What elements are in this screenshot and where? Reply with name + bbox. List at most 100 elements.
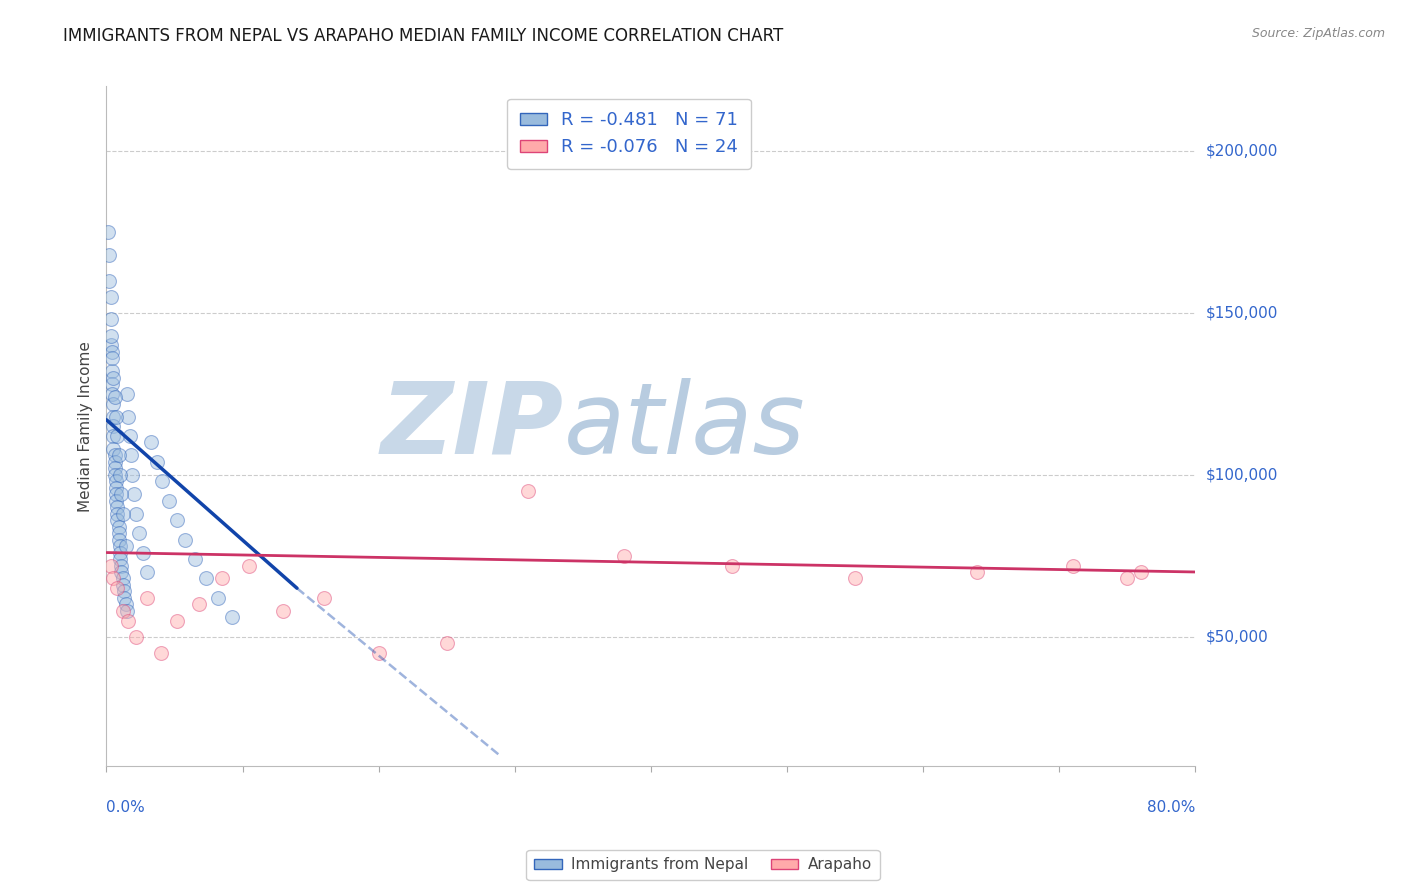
Point: [104, 487, 127, 501]
Point: [105, 513, 128, 527]
Point: [273, 604, 295, 618]
Legend: R = -0.481   N = 71, R = -0.076   N = 24: R = -0.481 N = 71, R = -0.076 N = 24: [508, 99, 751, 169]
Point: [238, 558, 260, 573]
Point: [149, 646, 172, 660]
Point: [110, 558, 132, 573]
Point: [121, 467, 143, 482]
Point: [98, 248, 121, 262]
Point: [1062, 558, 1084, 573]
Point: [125, 507, 148, 521]
Point: [105, 500, 128, 515]
Point: [103, 419, 125, 434]
Point: [1116, 571, 1139, 585]
Point: [107, 526, 129, 541]
Point: [97, 225, 120, 239]
Text: 80.0%: 80.0%: [1147, 799, 1195, 814]
Point: [107, 533, 129, 547]
Point: [110, 487, 132, 501]
Point: [115, 604, 138, 618]
Point: [108, 552, 131, 566]
Point: [101, 387, 124, 401]
Point: [104, 409, 127, 424]
Text: 0.0%: 0.0%: [107, 799, 145, 814]
Point: [136, 591, 159, 605]
Point: [188, 598, 211, 612]
Point: [101, 351, 124, 366]
Text: Source: ZipAtlas.com: Source: ZipAtlas.com: [1251, 27, 1385, 40]
Point: [157, 493, 180, 508]
Point: [221, 610, 243, 624]
Point: [104, 461, 127, 475]
Point: [207, 591, 229, 605]
Text: $150,000: $150,000: [1206, 305, 1278, 320]
Point: [844, 571, 866, 585]
Point: [104, 475, 127, 489]
Point: [174, 533, 197, 547]
Point: [136, 565, 159, 579]
Point: [367, 646, 389, 660]
Point: [100, 312, 122, 326]
Text: IMMIGRANTS FROM NEPAL VS ARAPAHO MEDIAN FAMILY INCOME CORRELATION CHART: IMMIGRANTS FROM NEPAL VS ARAPAHO MEDIAN …: [63, 27, 783, 45]
Point: [110, 565, 132, 579]
Point: [98, 274, 121, 288]
Point: [104, 481, 127, 495]
Point: [100, 558, 122, 573]
Text: ZIP: ZIP: [381, 378, 564, 475]
Point: [111, 578, 134, 592]
Point: [108, 545, 131, 559]
Text: $200,000: $200,000: [1206, 144, 1278, 159]
Point: [184, 552, 207, 566]
Point: [108, 467, 131, 482]
Text: $100,000: $100,000: [1206, 467, 1278, 483]
Point: [105, 429, 128, 443]
Point: [100, 328, 122, 343]
Point: [101, 377, 124, 392]
Point: [107, 449, 129, 463]
Legend: Immigrants from Nepal, Arapaho: Immigrants from Nepal, Arapaho: [526, 849, 880, 880]
Text: atlas: atlas: [564, 378, 806, 475]
Point: [103, 429, 125, 443]
Point: [166, 513, 188, 527]
Point: [194, 571, 217, 585]
Point: [132, 545, 155, 559]
Point: [141, 435, 163, 450]
Point: [103, 571, 125, 585]
Point: [107, 519, 129, 533]
Point: [122, 487, 145, 501]
Point: [111, 571, 134, 585]
Point: [211, 571, 233, 585]
Point: [125, 630, 148, 644]
Point: [517, 483, 540, 498]
Point: [114, 539, 136, 553]
Point: [100, 338, 122, 352]
Point: [612, 549, 634, 563]
Point: [104, 449, 127, 463]
Point: [105, 581, 128, 595]
Point: [112, 584, 135, 599]
Point: [117, 614, 139, 628]
Point: [103, 409, 125, 424]
Point: [101, 364, 124, 378]
Point: [104, 455, 127, 469]
Point: [105, 507, 128, 521]
Point: [115, 387, 138, 401]
Y-axis label: Median Family Income: Median Family Income: [79, 341, 93, 512]
Point: [120, 449, 142, 463]
Point: [103, 370, 125, 384]
Point: [118, 429, 141, 443]
Point: [314, 591, 336, 605]
Point: [146, 455, 169, 469]
Point: [101, 344, 124, 359]
Point: [966, 565, 988, 579]
Point: [111, 507, 134, 521]
Point: [104, 390, 127, 404]
Point: [103, 397, 125, 411]
Point: [114, 598, 136, 612]
Point: [166, 614, 188, 628]
Point: [436, 636, 458, 650]
Point: [104, 467, 127, 482]
Point: [721, 558, 744, 573]
Point: [117, 409, 139, 424]
Point: [100, 290, 122, 304]
Point: [111, 604, 134, 618]
